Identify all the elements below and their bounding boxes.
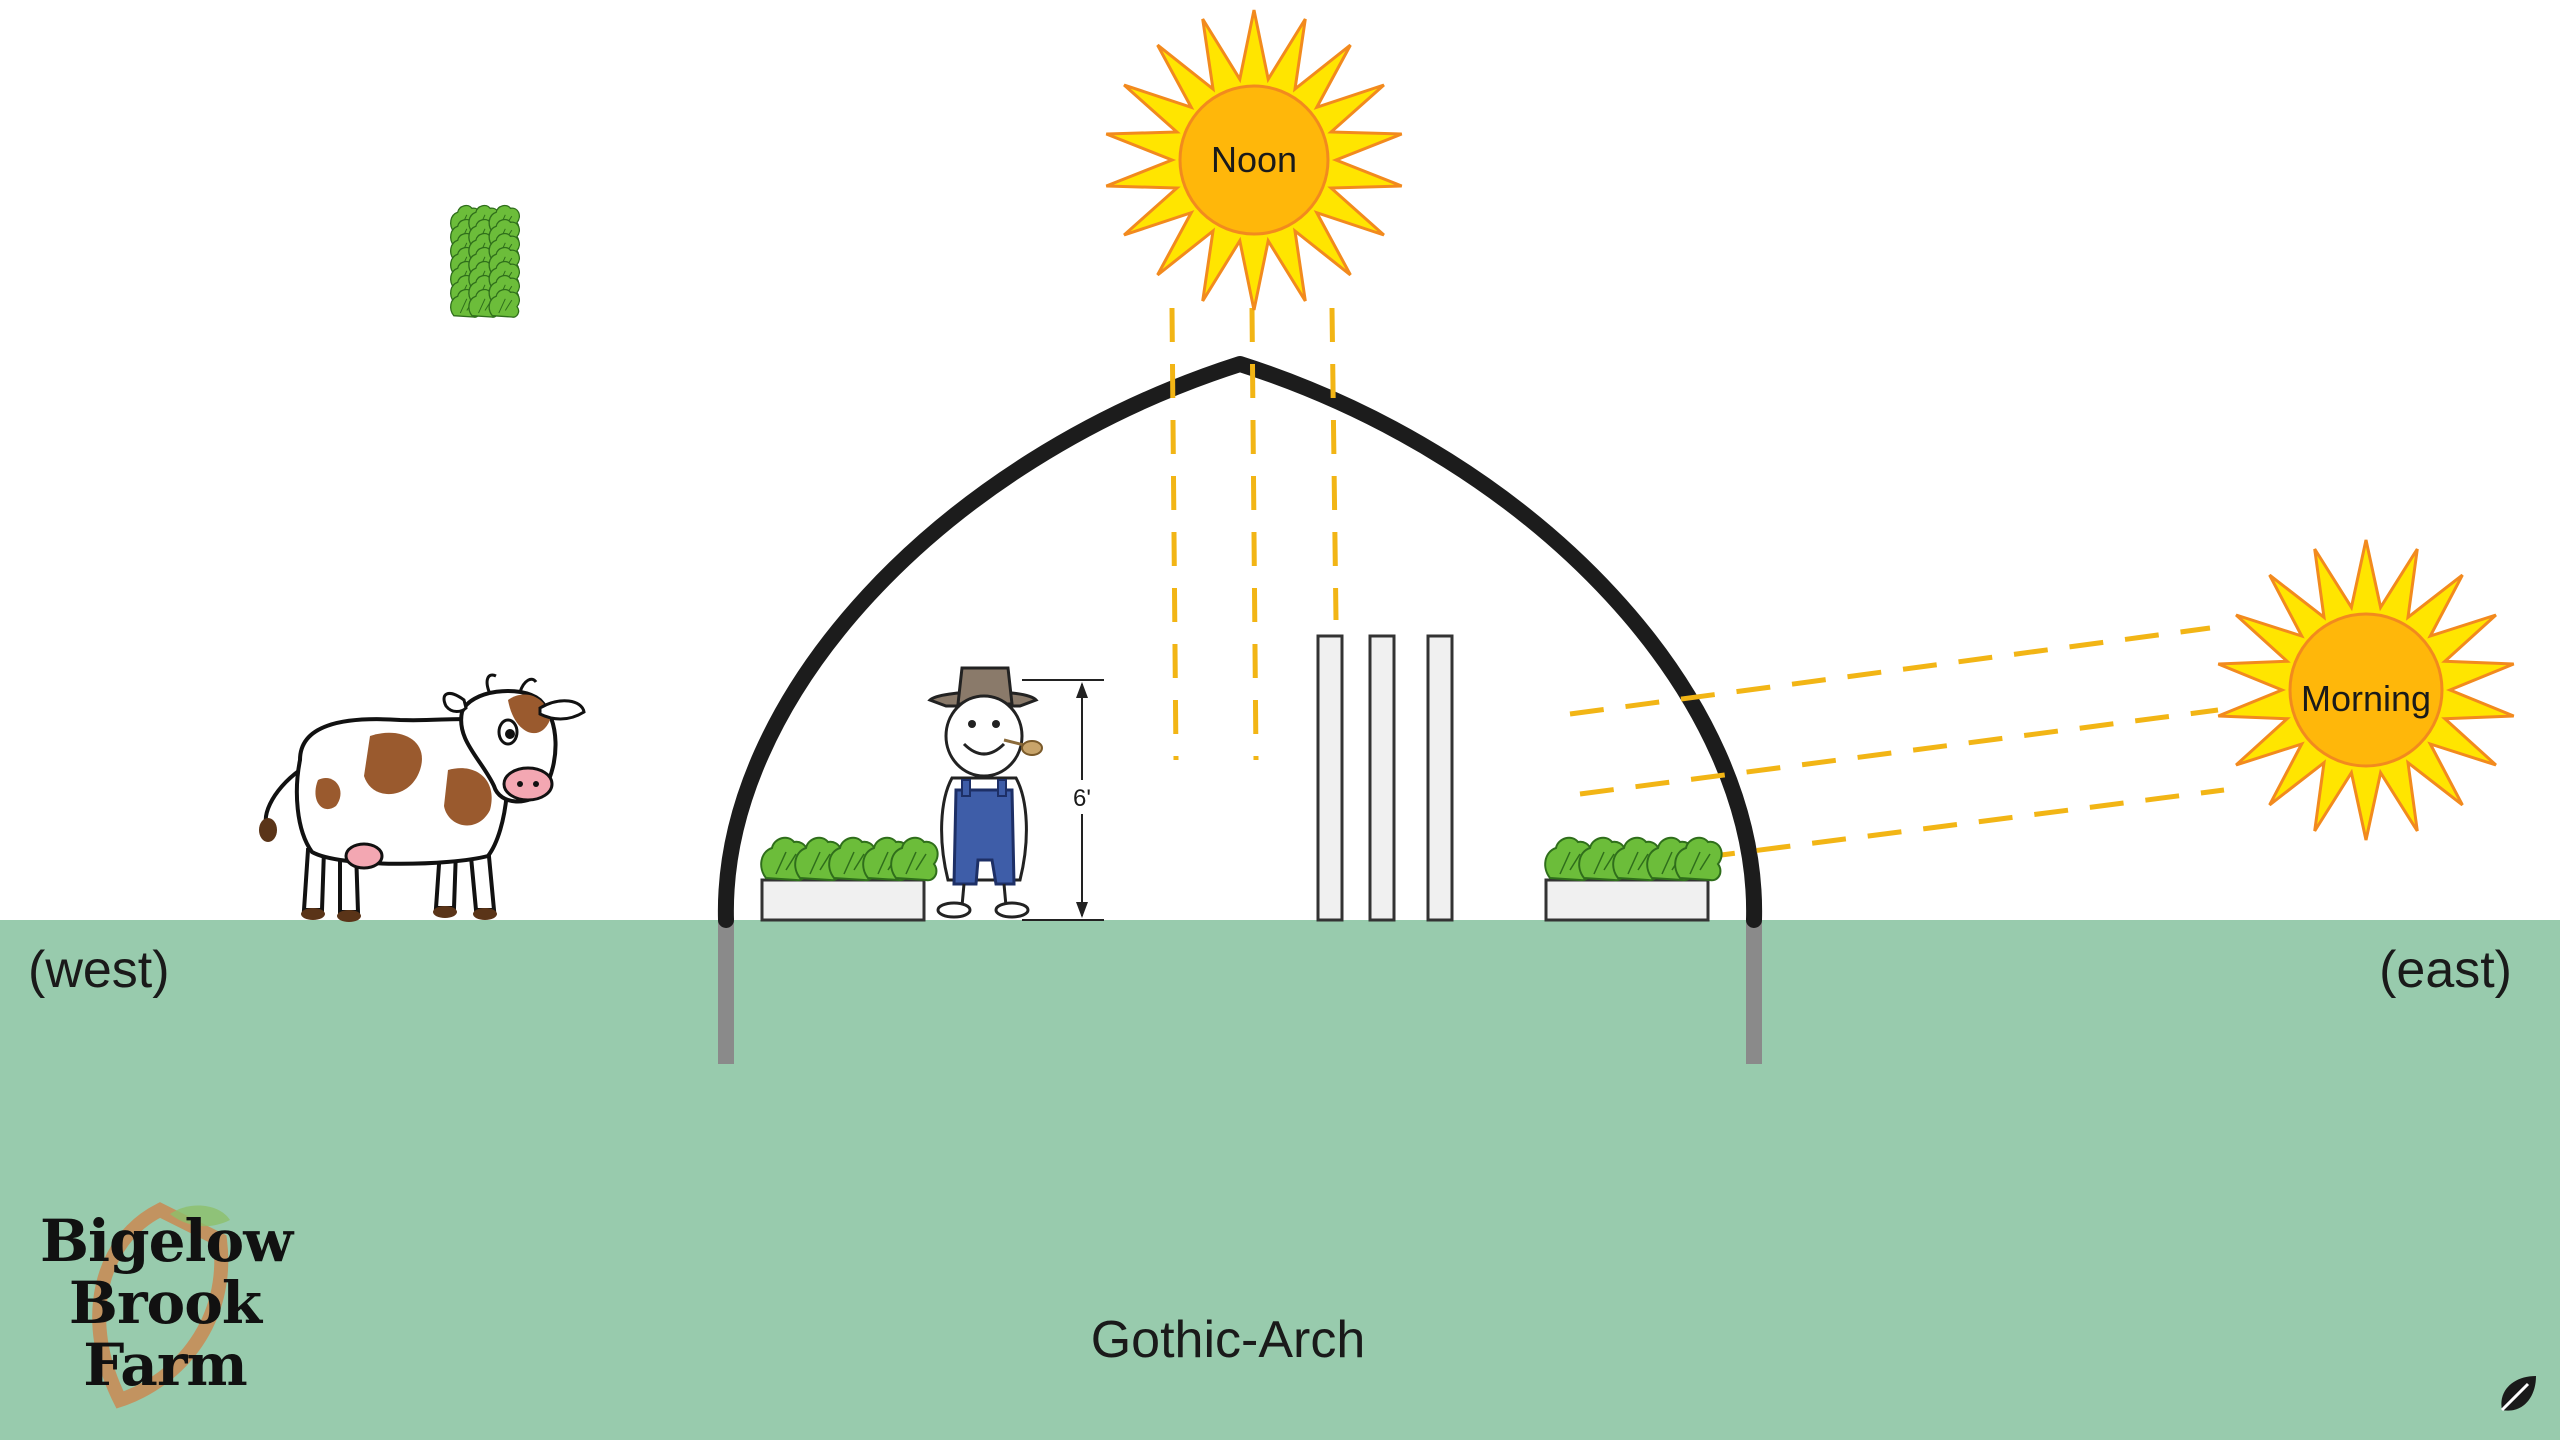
east-post [1746,918,1762,1064]
logo-line-2: Brook [68,1269,262,1337]
gothic-arch-frame [717,356,1763,928]
sun-morning-icon [2217,539,2515,841]
planter-icon [760,836,939,922]
east-direction-label: (east) [2379,941,2512,999]
sun-noon-label: Noon [1211,139,1297,180]
cow-icon [259,673,586,922]
morning-light-beams [1569,625,2225,875]
sun-morning-label: Morning [2301,678,2431,719]
farm-logo: Bigelow Brook Farm [40,1202,293,1409]
west-post [718,918,734,1064]
west-direction-label: (west) [28,941,170,999]
vertical-tower-icon [450,204,1454,922]
farmer-icon [927,666,1043,919]
logo-line-1: Bigelow [40,1207,293,1275]
logo-line-3: Farm [83,1331,248,1399]
diagram-caption: Gothic-Arch [1090,1311,1366,1369]
sun-noon-icon [1105,9,1403,311]
noon-light-beams [1169,307,1339,761]
height-marker-label: 6' [1073,785,1091,812]
logo-leaf-icon [92,1202,230,1409]
ground [0,920,2560,1440]
corner-leaf-icon [2500,1376,2536,1412]
planter-icon [1544,836,1723,922]
